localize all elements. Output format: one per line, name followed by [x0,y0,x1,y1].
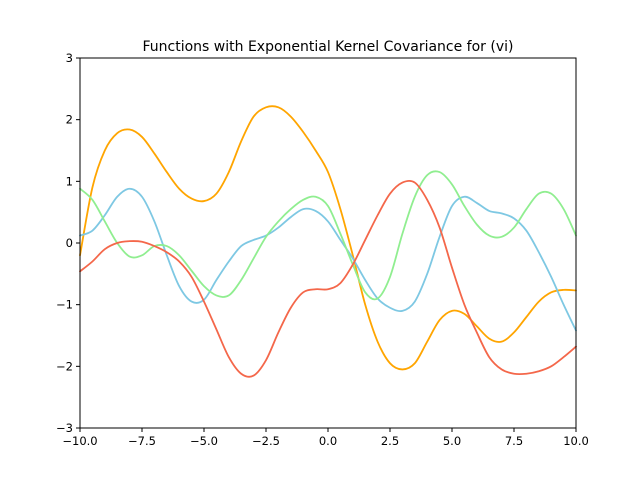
series-layer [79,105,577,378]
series-line-4 [79,179,577,378]
x-tick-label: 5.0 [443,434,461,448]
x-tick-label: 2.5 [381,434,399,448]
y-tick-label: 1 [66,174,73,188]
series-line-3 [79,170,577,301]
y-tick-label: 3 [66,51,73,65]
y-tick-label: −2 [56,359,73,373]
chart-title: Functions with Exponential Kernel Covari… [143,39,514,55]
x-tick-label: −5.0 [190,434,218,448]
x-tick-label: −10.0 [62,434,97,448]
y-tick-label: 2 [66,113,73,127]
x-tick-label: −7.5 [128,434,156,448]
series-line-1 [79,105,577,371]
x-tick-label: 0.0 [319,434,337,448]
x-axis: −10.0 −7.5 −5.0 −2.5 0.0 2.5 5.0 7.5 10.0 [62,428,589,448]
x-tick-label: 10.0 [563,434,589,448]
plot-frame [79,57,577,429]
series-line-2 [79,187,577,332]
x-tick-label: 7.5 [505,434,523,448]
y-axis: −3 −2 −1 0 1 2 3 [56,51,80,435]
y-tick-label: −3 [56,421,73,435]
y-tick-label: −1 [56,298,73,312]
x-tick-label: −2.5 [252,434,280,448]
y-tick-label: 0 [66,236,73,250]
